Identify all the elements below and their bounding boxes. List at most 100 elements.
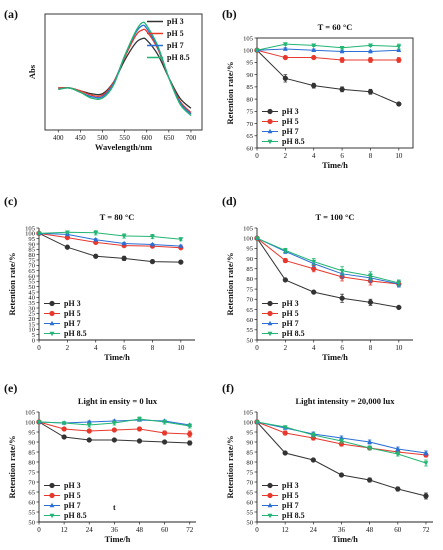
panel-label: (f) — [222, 381, 234, 395]
legend-entry: pH 3 — [262, 107, 299, 116]
y-tick-label: 15 — [28, 321, 35, 328]
y-tick-label: 50 — [246, 337, 253, 344]
y-tick-label: 100 — [25, 419, 36, 426]
series-ph-5 — [36, 419, 193, 438]
legend-label: pH 5 — [167, 29, 184, 38]
y-tick-label: 90 — [246, 439, 253, 446]
y-tick-label: 105 — [243, 35, 254, 42]
legend-label: pH 5 — [64, 309, 81, 318]
series-ph-8-5 — [254, 42, 402, 54]
data-point — [161, 430, 168, 436]
data-point — [282, 75, 289, 81]
data-point — [310, 433, 316, 438]
legend-marker — [267, 118, 273, 125]
panel-d: (d) T = 100 °C 0 2 4 6 8 10 50 55 60 65 70 75 80 85 90 95… — [222, 194, 413, 362]
y-tick-label: 65 — [246, 133, 253, 140]
x-tick-label: 72 — [186, 526, 194, 534]
legend-label: pH 5 — [282, 117, 299, 126]
legend-label: pH 8.5 — [282, 511, 305, 520]
data-point — [423, 461, 429, 466]
legend-label: pH 8.5 — [282, 329, 305, 338]
data-point — [395, 452, 401, 457]
x-tick-label: 48 — [366, 526, 374, 534]
y-axis-label: Retention rate/% — [7, 252, 17, 315]
legend-entry: pH 5 — [262, 117, 299, 126]
y-tick-label: 95 — [246, 60, 253, 67]
x-tick-label: 2 — [284, 152, 288, 160]
x-tick-label: 2 — [284, 344, 288, 352]
data-point — [136, 426, 143, 432]
x-axis-label: Time/h — [104, 352, 130, 362]
data-point — [368, 43, 373, 49]
series-ph-7 — [58, 24, 192, 115]
x-axis-label: Time/h — [322, 160, 348, 170]
series-line — [256, 237, 399, 284]
legend-marker — [49, 331, 55, 337]
data-point — [311, 289, 317, 295]
data-point — [121, 255, 127, 262]
y-tick-label: 65 — [246, 307, 253, 314]
y-tick-label: 90 — [246, 72, 253, 79]
legend-entry: pH 7 — [262, 127, 299, 136]
data-point — [395, 486, 401, 492]
data-point — [93, 236, 99, 242]
y-tick-label: 70 — [246, 297, 253, 304]
x-tick-label: 450 — [75, 134, 86, 142]
x-tick-label: 48 — [136, 526, 144, 534]
x-tick-label: 24 — [310, 526, 318, 534]
series-line — [256, 48, 399, 52]
data-point — [111, 427, 118, 433]
data-point — [339, 439, 344, 444]
legend-label: pH 5 — [282, 309, 299, 318]
legend-entry: pH 8.5 — [44, 329, 87, 338]
series-ph-7 — [254, 46, 402, 54]
data-point — [161, 439, 168, 445]
series-ph-8-5 — [58, 21, 192, 116]
legend-label: pH 8.5 — [282, 137, 305, 146]
data-point — [282, 277, 289, 283]
legend: pH 3pH 5pH 7pH 8.5 — [147, 17, 190, 62]
y-tick-label: 105 — [25, 225, 36, 232]
y-tick-label: 50 — [28, 284, 35, 291]
series-line — [256, 49, 399, 61]
legend-marker — [267, 320, 273, 326]
x-axis-label: Time/h — [332, 534, 358, 544]
x-tick-label: 10 — [395, 152, 403, 160]
data-point — [367, 439, 373, 444]
data-point — [338, 472, 345, 478]
x-tick-label: 0 — [255, 526, 259, 534]
data-point — [282, 248, 288, 254]
series-ph-7 — [36, 230, 184, 248]
x-tick-label: 10 — [177, 344, 185, 352]
legend-label: pH 7 — [282, 319, 299, 328]
data-point — [396, 304, 402, 311]
data-point — [282, 42, 288, 47]
data-point — [64, 230, 70, 236]
x-tick-label: 4 — [94, 344, 98, 352]
series-ph-8-5 — [36, 230, 184, 242]
panel-label: (a) — [4, 7, 18, 21]
data-point — [93, 231, 99, 236]
data-point — [187, 424, 193, 429]
legend: pH 3pH 5pH 7pH 8.5 — [262, 299, 305, 338]
legend-marker — [267, 139, 273, 145]
data-point — [396, 47, 402, 53]
y-tick-label: 95 — [28, 236, 35, 243]
legend-entry: pH 3 — [147, 17, 184, 26]
series-ph-8-5 — [36, 416, 193, 429]
x-tick-label: 650 — [164, 134, 175, 142]
x-tick-label: 8 — [369, 152, 373, 160]
y-axis-label: Retention rate/% — [225, 435, 235, 498]
x-tick-label: 8 — [369, 344, 373, 352]
legend: pH 3pH 5pH 7pH 8.5 — [44, 481, 87, 520]
legend: pH 3pH 5pH 7pH 8.5 — [44, 299, 87, 338]
x-tick-label: 4 — [312, 344, 316, 352]
legend-entry: pH 8.5 — [44, 511, 87, 520]
y-tick-label: 100 — [243, 419, 254, 426]
x-tick-label: 60 — [394, 526, 402, 534]
legend-label: pH 3 — [64, 299, 81, 308]
legend-marker — [267, 310, 273, 317]
data-point — [339, 295, 345, 301]
legend: pH 3pH 5pH 7pH 8.5 — [262, 107, 305, 146]
data-point — [61, 421, 67, 426]
